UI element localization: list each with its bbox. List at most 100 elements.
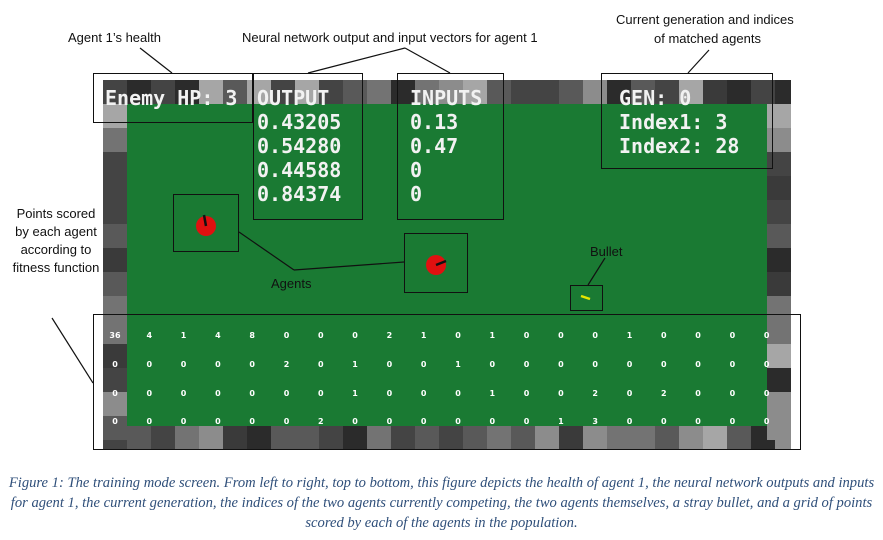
border-tile (103, 320, 127, 344)
score-cell: 0 (180, 417, 187, 426)
annotation-points-label: Points scored by each agent according to… (12, 206, 100, 275)
score-cell: 0 (146, 417, 153, 426)
border-tile (247, 80, 271, 104)
enemy-hp-readout: Enemy HP: 3 (105, 86, 238, 110)
border-tile (223, 80, 247, 104)
score-cell: 0 (523, 389, 530, 398)
score-cell: 0 (729, 389, 736, 398)
border-tile (415, 80, 439, 104)
score-cell: 0 (146, 360, 153, 369)
border-tile (703, 426, 727, 450)
bullet (580, 294, 591, 301)
border-tile (631, 80, 655, 104)
inputs-title: INPUTS (410, 86, 483, 110)
border-tile (511, 426, 535, 450)
border-tile (127, 426, 151, 450)
border-tile (463, 426, 487, 450)
border-tile (151, 80, 175, 104)
border-tile (103, 104, 127, 128)
score-cell: 4 (146, 331, 153, 340)
score-cell: 0 (386, 360, 393, 369)
border-tile (511, 80, 535, 104)
score-cell: 0 (180, 389, 187, 398)
border-tile (607, 80, 631, 104)
figure-caption: Figure 1: The training mode screen. From… (8, 475, 875, 531)
score-cell: 0 (489, 417, 496, 426)
border-tile (767, 416, 791, 440)
border-tile (415, 426, 439, 450)
callout-box-agent-1 (173, 194, 239, 252)
border-tile (767, 320, 791, 344)
score-cell: 0 (592, 331, 598, 340)
score-cell: 0 (558, 331, 564, 340)
callout-box-outputs (253, 73, 363, 220)
input-value-3: 0 (410, 158, 423, 182)
score-cell: 0 (283, 331, 290, 340)
score-cell: 0 (763, 360, 770, 369)
output-value-3: 0.44588 (257, 158, 342, 182)
score-cell: 0 (318, 331, 324, 340)
border-tile (103, 152, 127, 176)
callout-box-agent-2 (404, 233, 468, 293)
score-cell: 0 (112, 360, 118, 369)
score-cell: 0 (729, 331, 736, 340)
score-cell: 3 (592, 417, 598, 426)
score-cell: 0 (386, 417, 393, 426)
border-tile (631, 426, 655, 450)
score-cell: 0 (763, 389, 770, 398)
callout-box-score-grid (93, 314, 801, 450)
score-cell: 8 (249, 331, 255, 340)
border-tile (463, 80, 487, 104)
border-tile (127, 80, 151, 104)
score-cell: 0 (249, 360, 255, 369)
score-cell: 0 (318, 360, 324, 369)
score-cell: 2 (661, 389, 667, 398)
border-tile (103, 128, 127, 152)
score-grid-row: 36 4 1 4 8 0 0 0 2 1 0 1 0 0 0 1 0 0 0 0 (103, 331, 791, 351)
border-tile (775, 80, 791, 104)
score-cell: 0 (215, 360, 221, 369)
score-cell: 0 (455, 417, 461, 426)
agent-1 (196, 214, 216, 236)
border-tile (103, 368, 127, 392)
border-tile (487, 426, 511, 450)
annotation-nn-label: Neural network output and input vectors … (242, 30, 538, 45)
border-tile (223, 426, 247, 450)
score-cell: 0 (626, 360, 633, 369)
score-grid-row: 0 0 0 0 0 2 0 1 0 0 1 0 0 0 0 0 0 0 0 0 (103, 360, 791, 380)
agent-2 (426, 255, 447, 275)
border-tile (679, 426, 703, 450)
border-tile (767, 344, 791, 368)
border-tile (559, 80, 583, 104)
score-cell: 36 (109, 331, 121, 340)
score-cell: 0 (455, 389, 461, 398)
score-cell: 0 (763, 331, 770, 340)
border-tile (175, 80, 199, 104)
score-cell: 1 (352, 360, 358, 369)
border-tile (391, 426, 415, 450)
border-tile (367, 80, 391, 104)
input-value-2: 0.47 (410, 134, 459, 158)
border-tile (367, 426, 391, 450)
border-tile (559, 426, 583, 450)
output-value-4: 0.84374 (257, 182, 342, 206)
border-tile (767, 248, 791, 272)
score-cell: 0 (249, 389, 255, 398)
score-grid-row: 0 0 0 0 0 0 0 1 0 0 0 1 0 0 2 0 2 0 0 0 (103, 389, 791, 409)
border-tile (103, 272, 127, 296)
border-tile (767, 272, 791, 296)
score-cell: 0 (695, 389, 701, 398)
score-cell: 0 (352, 331, 358, 340)
score-cell: 0 (215, 389, 221, 398)
border-tile (103, 344, 127, 368)
score-cell: 0 (729, 417, 736, 426)
border-tile (727, 80, 751, 104)
score-cell: 2 (283, 360, 290, 369)
score-cell: 0 (489, 360, 496, 369)
score-cell: 0 (386, 389, 393, 398)
score-cell: 0 (523, 417, 530, 426)
input-value-1: 0.13 (410, 110, 459, 134)
score-cell: 0 (661, 331, 667, 340)
score-cell: 2 (386, 331, 393, 340)
score-cell: 0 (112, 417, 118, 426)
